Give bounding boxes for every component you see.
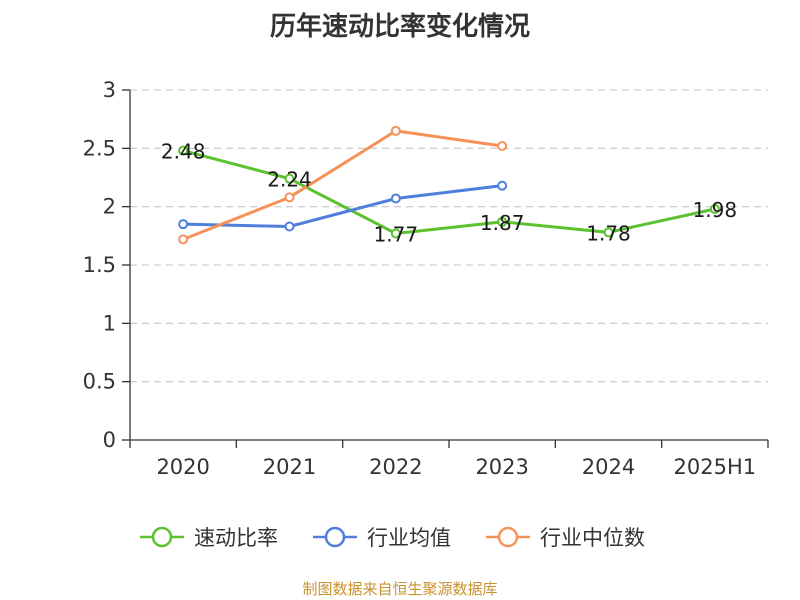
data-point — [284, 173, 295, 184]
data-point — [284, 221, 295, 232]
x-tick-label: 2024 — [582, 455, 635, 479]
x-tick-labels: 2020 2021 2022 2023 2024 2025H1 — [156, 455, 756, 479]
data-label: 1.98 — [693, 198, 738, 222]
data-label: 2.48 — [161, 140, 206, 164]
y-tick-label: 1.5 — [83, 253, 116, 277]
data-label: 1.78 — [586, 221, 631, 245]
legend-label: 行业中位数 — [540, 526, 645, 550]
x-tick-label: 2020 — [156, 455, 209, 479]
y-tick-label: 0 — [103, 428, 116, 452]
chart-title: 历年速动比率变化情况 — [269, 12, 530, 42]
x-tick-label: 2025H1 — [674, 455, 757, 479]
x-tick-label: 2022 — [369, 455, 422, 479]
data-point — [709, 204, 720, 214]
y-tick-label: 1 — [103, 311, 116, 335]
data-labels: 2.48 2.24 1.77 1.87 1.78 1.98 — [161, 140, 737, 247]
series-line — [182, 129, 503, 241]
x-tick-label: 2021 — [263, 455, 316, 479]
data-point — [390, 193, 401, 204]
series-line — [183, 184, 503, 228]
legend-marker — [324, 526, 346, 548]
data-point — [178, 145, 189, 156]
legend-label: 行业均值 — [367, 526, 451, 550]
data-point — [390, 228, 401, 239]
data-point — [390, 125, 401, 136]
source-note: 制图数据来自恒生聚源数据库 — [302, 580, 498, 598]
data-point — [497, 216, 508, 227]
series-lines — [178, 125, 720, 245]
data-point — [178, 234, 189, 245]
y-tick-label: 2.5 — [83, 136, 116, 160]
grid-lines — [130, 89, 768, 383]
x-tick-label: 2023 — [475, 455, 528, 479]
y-tick-labels: 0 0.5 1 1.5 2 2.5 3 — [83, 78, 116, 452]
y-tick-label: 0.5 — [83, 370, 116, 394]
data-point — [284, 192, 295, 203]
series-line — [182, 149, 716, 235]
y-tick-label: 2 — [103, 195, 116, 219]
data-point — [497, 180, 508, 191]
data-point — [497, 141, 508, 151]
legend-label: 速动比率 — [194, 526, 278, 550]
data-point — [178, 219, 189, 230]
data-label: 1.87 — [480, 211, 525, 235]
data-label: 2.24 — [267, 168, 312, 192]
legend: 速动比率 行业均值 行业中位数 — [140, 526, 645, 550]
y-tick-label: 3 — [103, 78, 116, 102]
legend-marker — [497, 526, 519, 548]
legend-marker — [151, 526, 173, 548]
axes — [122, 89, 769, 448]
data-point — [603, 227, 614, 238]
data-label: 1.77 — [374, 223, 419, 247]
